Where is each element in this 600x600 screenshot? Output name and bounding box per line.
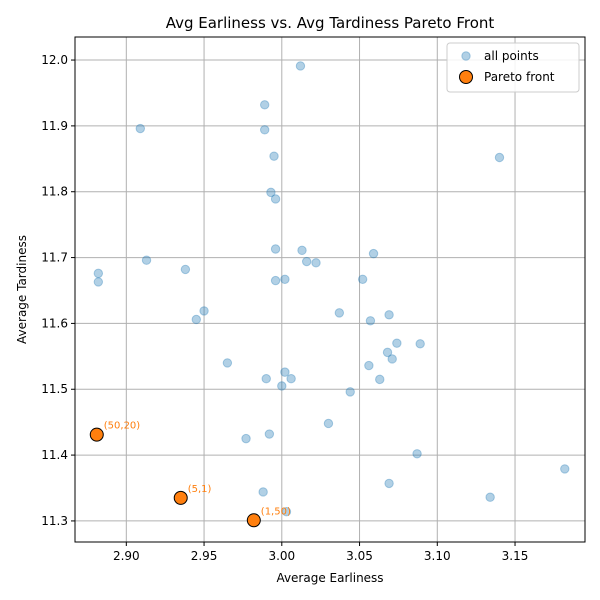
data-point bbox=[264, 429, 275, 439]
pareto-point bbox=[246, 513, 261, 528]
data-point bbox=[364, 360, 374, 371]
y-tick-label: 11.9 bbox=[41, 119, 68, 133]
legend: all points Pareto front bbox=[446, 42, 580, 93]
data-point bbox=[199, 306, 209, 316]
data-point bbox=[277, 381, 287, 391]
data-point bbox=[241, 433, 251, 444]
plot-area bbox=[74, 36, 586, 543]
legend-box bbox=[446, 42, 580, 93]
data-point bbox=[382, 347, 393, 358]
data-point bbox=[295, 61, 306, 71]
pareto-point bbox=[89, 427, 104, 442]
y-tick-label: 11.7 bbox=[41, 251, 68, 265]
pareto-point-label: (1,50) bbox=[261, 506, 291, 517]
data-point bbox=[357, 274, 368, 284]
data-point bbox=[280, 274, 290, 284]
data-points bbox=[89, 61, 570, 528]
x-tick-label: 3.10 bbox=[424, 549, 451, 563]
data-point bbox=[93, 277, 104, 287]
grid-lines bbox=[75, 37, 585, 542]
y-tick-label: 11.3 bbox=[41, 514, 68, 528]
data-point bbox=[259, 100, 270, 110]
data-point bbox=[261, 374, 271, 384]
data-point bbox=[297, 245, 307, 256]
data-point bbox=[191, 314, 201, 325]
y-axis-label: Average Tardiness bbox=[15, 235, 29, 344]
x-tick-label: 3.00 bbox=[268, 549, 295, 563]
data-point bbox=[384, 478, 394, 489]
data-point bbox=[141, 255, 152, 265]
data-point bbox=[281, 507, 292, 517]
data-point bbox=[270, 275, 281, 286]
data-point bbox=[375, 374, 385, 385]
data-point bbox=[368, 248, 379, 259]
pareto-point bbox=[173, 490, 188, 505]
data-point bbox=[384, 310, 394, 320]
data-point bbox=[259, 125, 270, 135]
data-point bbox=[485, 492, 495, 502]
legend-marker-all-points bbox=[461, 51, 471, 61]
data-point bbox=[365, 316, 376, 326]
x-tick-label: 2.95 bbox=[191, 549, 218, 563]
y-tick-label: 11.5 bbox=[41, 382, 68, 396]
x-tick-label: 2.90 bbox=[113, 549, 140, 563]
legend-marker-pareto-front bbox=[459, 70, 473, 84]
axis-ticks: 2.90 2.95 3.00 3.05 3.10 3.15 11.3 11.4 11.5 11.6… bbox=[41, 53, 528, 563]
y-tick-label: 11.8 bbox=[41, 185, 68, 199]
chart-title: Avg Earliness vs. Avg Tardiness Pareto F… bbox=[166, 14, 495, 32]
y-tick-label: 12.0 bbox=[41, 53, 68, 67]
data-point bbox=[286, 374, 296, 384]
y-tick-label: 11.6 bbox=[41, 316, 68, 330]
data-point bbox=[135, 123, 146, 134]
data-point bbox=[180, 264, 191, 275]
data-point bbox=[258, 487, 268, 497]
data-point bbox=[222, 358, 233, 368]
x-axis-label: Average Earliness bbox=[276, 571, 383, 585]
legend-label-pareto-front: Pareto front bbox=[484, 70, 555, 84]
data-point bbox=[270, 194, 281, 204]
data-point bbox=[323, 418, 334, 429]
data-point bbox=[93, 268, 104, 279]
x-tick-label: 3.15 bbox=[502, 549, 529, 563]
data-point bbox=[387, 354, 397, 364]
data-point bbox=[301, 256, 312, 267]
data-point bbox=[560, 464, 570, 474]
data-point bbox=[412, 449, 422, 459]
pareto-point-label: (5,1) bbox=[188, 484, 212, 495]
data-point bbox=[269, 151, 279, 161]
data-point bbox=[311, 258, 321, 268]
data-point bbox=[415, 339, 425, 349]
data-point bbox=[345, 387, 355, 397]
legend-label-all-points: all points bbox=[484, 49, 539, 63]
data-point bbox=[494, 152, 505, 163]
data-point bbox=[266, 187, 276, 198]
point-annotations: (50,20) (5,1) (1,50) bbox=[104, 421, 291, 518]
data-point bbox=[280, 367, 290, 377]
data-point bbox=[270, 244, 281, 254]
x-tick-label: 3.05 bbox=[346, 549, 373, 563]
y-tick-label: 11.4 bbox=[41, 448, 68, 462]
data-point bbox=[392, 338, 402, 348]
data-point bbox=[334, 308, 345, 318]
pareto-point-label: (50,20) bbox=[104, 421, 141, 432]
